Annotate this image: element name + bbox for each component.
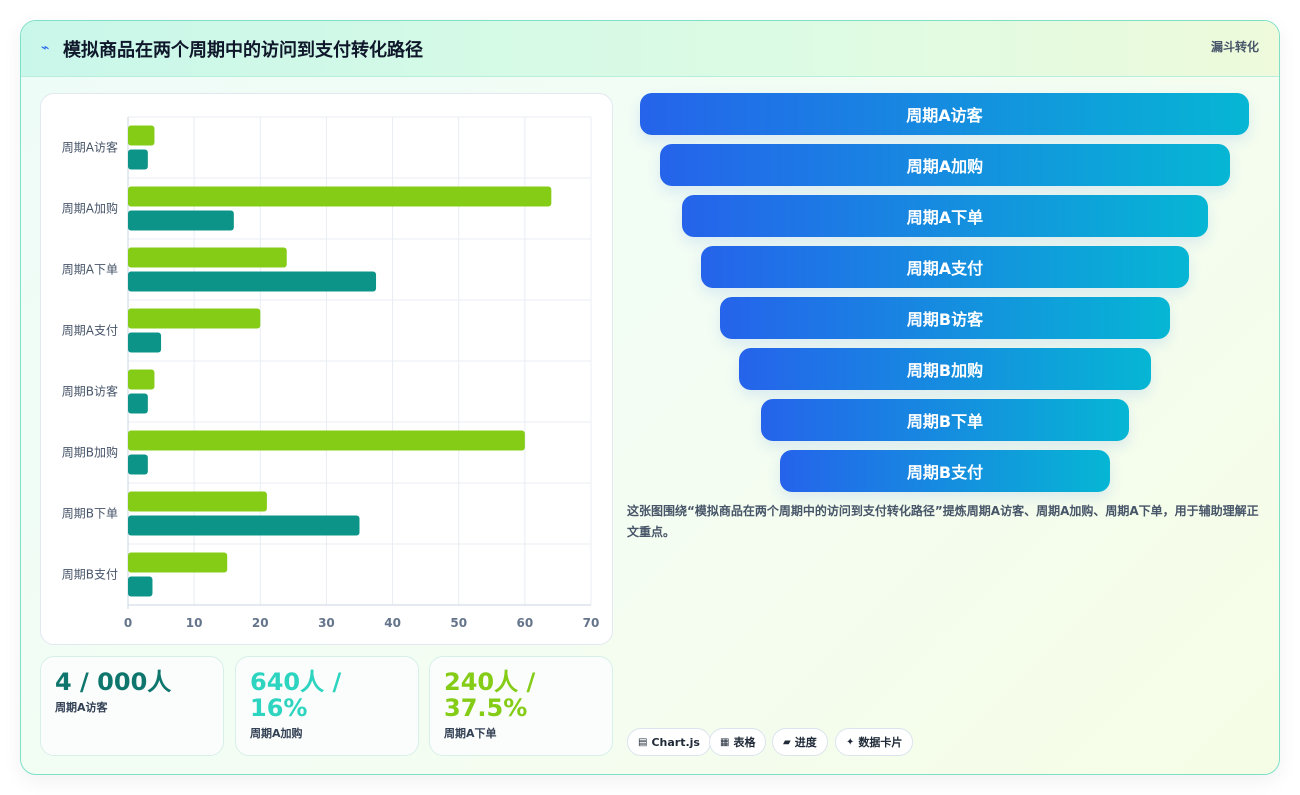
chart-description: 这张图围绕“模拟商品在两个周期中的访问到支付转化路径”提炼周期A访客、周期A加购… <box>627 504 1259 539</box>
funnel-step-2: 周期A加购 <box>660 144 1230 186</box>
pill-label-data-card: 数据卡片 <box>858 736 903 749</box>
main-card: ⌁ 模拟商品在两个周期中的访问到支付转化路径 漏斗转化 周期A访客 周期A加购 周期… <box>20 20 1280 775</box>
bar-2-4 <box>128 332 162 353</box>
stat-label-2: 周期A加购 <box>250 727 303 740</box>
x-tick-label: 30 <box>318 616 335 630</box>
bar-1-8 <box>128 552 228 573</box>
bar-1-2 <box>128 186 552 207</box>
y-tick-label: 周期B支付 <box>62 568 118 582</box>
bar-2-1 <box>128 149 148 170</box>
bar-chart: 周期A访客周期A加购周期A下单周期A支付周期B访客周期B加购周期B下单周期B支付… <box>62 116 600 630</box>
stat-value-2: 640人 / 16% <box>250 668 342 722</box>
funnel-step-1: 周期A访客 <box>640 93 1249 135</box>
stat-card-2: 640人 / 16% 周期A加购 <box>235 656 419 756</box>
x-tick-label: 20 <box>252 616 269 630</box>
pill-table[interactable]: ▦ 表格 <box>709 728 767 756</box>
stat-value-3: 240人 / 37.5% <box>444 668 536 722</box>
x-tick-label: 40 <box>384 616 401 630</box>
x-tick-label: 50 <box>450 616 467 630</box>
pill-data-card[interactable]: ✦ 数据卡片 <box>835 728 914 756</box>
funnel-step-3: 周期A下单 <box>682 195 1208 237</box>
bar-2-6 <box>128 454 148 475</box>
stat-label-1: 周期A访客 <box>55 701 108 714</box>
bar-2-3 <box>128 271 377 292</box>
pill-chartjs[interactable]: ▤ Chart.js <box>627 728 711 756</box>
bar-1-6 <box>128 430 525 451</box>
funnel-step-7: 周期B下单 <box>761 399 1129 441</box>
stat-label-3: 周期A下单 <box>444 727 497 740</box>
chart-icon: ▤ <box>638 736 648 748</box>
x-tick-label: 70 <box>583 616 600 630</box>
bar-2-7 <box>128 515 360 536</box>
pill-label-chartjs: Chart.js <box>651 735 700 749</box>
y-tick-label: 周期A访客 <box>62 140 118 155</box>
y-tick-label: 周期B下单 <box>62 507 118 521</box>
y-tick-label: 周期A下单 <box>62 263 118 277</box>
x-tick-label: 10 <box>186 616 203 630</box>
funnel-step-8: 周期B支付 <box>780 450 1110 492</box>
stat-value-1: 4 / 000人 <box>55 668 172 696</box>
bar-2-2 <box>128 210 234 231</box>
bar-2-8 <box>128 576 153 597</box>
bar-1-1 <box>128 125 155 146</box>
header-tag: 漏斗转化 <box>1210 40 1259 54</box>
pill-label-table: 表格 <box>733 736 756 749</box>
funnel-step-5: 周期B访客 <box>720 297 1170 339</box>
stat-card-1: 4 / 000人 周期A访客 <box>40 656 224 756</box>
pill-progress[interactable]: ▰ 进度 <box>772 728 828 756</box>
stat-card-3: 240人 / 37.5% 周期A下单 <box>429 656 613 756</box>
page-title: 模拟商品在两个周期中的访问到支付转化路径 <box>63 40 423 61</box>
y-tick-label: 周期B加购 <box>62 445 118 460</box>
funnel-step-4: 周期A支付 <box>701 246 1189 288</box>
x-tick-label: 0 <box>124 616 132 630</box>
y-tick-label: 周期B访客 <box>62 384 118 399</box>
progress-icon: ▰ <box>783 736 791 748</box>
sparkle-icon: ✦ <box>846 736 855 748</box>
bar-chart-panel: 周期A访客周期A加购周期A下单周期A支付周期B访客周期B加购周期B下单周期B支付… <box>40 93 613 645</box>
pulse-icon: ⌁ <box>41 40 50 56</box>
pill-label-progress: 进度 <box>794 736 817 749</box>
y-tick-label: 周期A加购 <box>62 201 118 216</box>
table-icon: ▦ <box>720 736 730 748</box>
bar-2-5 <box>128 393 148 414</box>
card-header: ⌁ 模拟商品在两个周期中的访问到支付转化路径 漏斗转化 <box>21 21 1279 77</box>
bar-1-4 <box>128 308 261 329</box>
funnel-step-6: 周期B加购 <box>739 348 1151 390</box>
bar-1-5 <box>128 369 155 390</box>
bar-1-7 <box>128 491 267 512</box>
x-tick-label: 60 <box>517 616 534 630</box>
bar-1-3 <box>128 247 287 268</box>
y-tick-label: 周期A支付 <box>62 324 118 338</box>
